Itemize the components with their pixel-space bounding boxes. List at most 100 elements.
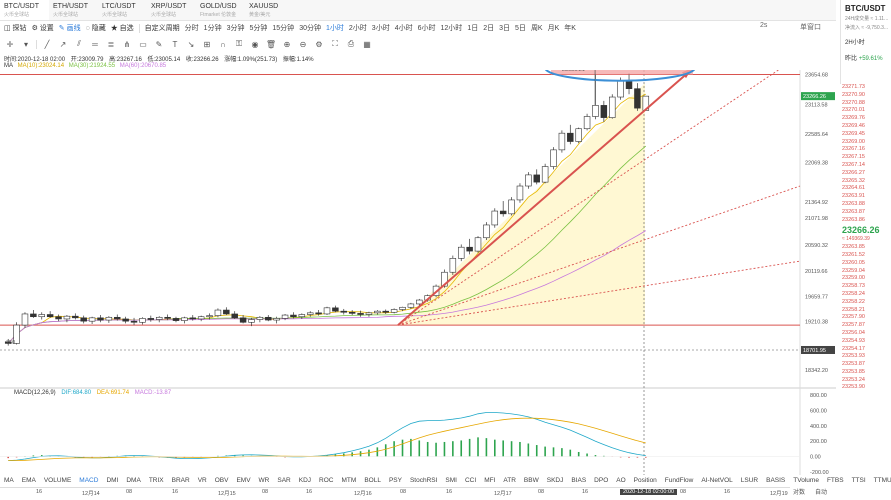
- interval-15分钟[interactable]: 15分钟: [272, 25, 295, 32]
- symbol-tab-gold-usd[interactable]: GOLD/USD Ftmarket 伦敦金: [196, 0, 245, 20]
- interval-周K[interactable]: 周K: [530, 25, 543, 32]
- toolbar-item-2[interactable]: ✎ 画线: [58, 25, 81, 32]
- interval-4小时[interactable]: 4小时: [394, 25, 413, 32]
- indicator-tab-ema[interactable]: EMA: [21, 476, 36, 484]
- interval-5分钟[interactable]: 5分钟: [249, 25, 268, 32]
- fullscreen-icon[interactable]: ⛶: [332, 39, 338, 48]
- interval-3日[interactable]: 3日: [499, 25, 511, 32]
- bid-price[interactable]: 23257.87: [842, 322, 865, 329]
- interval-2日[interactable]: 2日: [483, 25, 495, 32]
- symbol-tab-btc-usdt[interactable]: BTC/USDT 火币全球站: [0, 0, 49, 20]
- ask-price[interactable]: 23263.87: [842, 208, 865, 215]
- bid-price[interactable]: 23258.73: [842, 283, 865, 290]
- indicator-tab-ttsi[interactable]: TTSI: [851, 476, 866, 484]
- indicator-tab-skdj[interactable]: SKDJ: [546, 476, 564, 484]
- rectangle-icon[interactable]: ▭: [139, 39, 147, 49]
- bid-price[interactable]: 23253.24: [842, 376, 865, 383]
- ask-price[interactable]: 23271.73: [842, 84, 865, 90]
- toolbar-item-4[interactable]: ★ 自选: [110, 25, 134, 32]
- ask-price[interactable]: 23267.14: [842, 161, 865, 168]
- indicator-tab-wr[interactable]: WR: [258, 476, 270, 484]
- indicator-tab-stochrsi[interactable]: StochRSI: [409, 476, 438, 484]
- indicator-tab-roc[interactable]: ROC: [319, 476, 334, 484]
- interval-年K[interactable]: 年K: [564, 25, 576, 32]
- indicator-tab-emv[interactable]: EMV: [236, 476, 251, 484]
- indicator-tab-smi[interactable]: SMI: [445, 476, 457, 484]
- screenshot-icon[interactable]: ⎙: [347, 39, 355, 48]
- settings-icon[interactable]: ⚙: [315, 39, 323, 49]
- arrow-icon[interactable]: ↘: [187, 39, 195, 49]
- indicator-tab-volume[interactable]: VOLUME: [43, 476, 72, 484]
- indicator-tab-boll[interactable]: BOLL: [364, 476, 381, 484]
- bid-price[interactable]: 23260.05: [842, 259, 865, 266]
- interval-1分钟[interactable]: 1分钟: [203, 25, 222, 32]
- symbol-tab-ltc-usdt[interactable]: LTC/USDT 火币全球站: [98, 0, 147, 20]
- interval-月K[interactable]: 月K: [547, 25, 560, 32]
- macd-label[interactable]: MACD(12,26,9): [14, 390, 56, 396]
- indicator-tab-position[interactable]: Position: [633, 476, 657, 484]
- ask-price[interactable]: 23267.15: [842, 154, 865, 161]
- parallel-channel-icon[interactable]: ⫽: [77, 39, 81, 48]
- bid-price[interactable]: 23261.52: [842, 251, 865, 258]
- bid-price[interactable]: 23256.04: [842, 329, 865, 336]
- text-icon[interactable]: T: [172, 39, 178, 49]
- bid-price[interactable]: 23258.21: [842, 306, 865, 313]
- interval-30分钟[interactable]: 30分钟: [299, 25, 321, 32]
- ask-price[interactable]: 23270.01: [842, 107, 865, 114]
- ask-price[interactable]: 23263.86: [842, 216, 865, 223]
- indicator-tab-ai-netvol[interactable]: AI-NetVOL: [701, 476, 733, 484]
- bid-price[interactable]: 23259.04: [842, 267, 865, 274]
- indicator-tab-mfi[interactable]: MFI: [484, 476, 496, 484]
- indicator-tab-fundflow[interactable]: FundFlow: [664, 476, 694, 484]
- pitchfork-icon[interactable]: ⋔: [123, 39, 131, 49]
- lock-icon[interactable]: ⚿: [235, 39, 243, 48]
- indicator-tab-vr[interactable]: VR: [197, 476, 207, 484]
- horizontal-line-icon[interactable]: ═: [92, 39, 98, 49]
- indicator-tab-dmi[interactable]: DMI: [106, 476, 119, 484]
- custom-period-button[interactable]: 自定义周期: [144, 25, 180, 32]
- indicator-tab-dma[interactable]: DMA: [126, 476, 141, 484]
- fibonacci-icon[interactable]: ≣: [107, 39, 115, 49]
- indicator-tab-bbw[interactable]: BBW: [523, 476, 539, 484]
- ask-price[interactable]: 23269.45: [842, 130, 865, 137]
- eye-icon[interactable]: ◉: [251, 39, 259, 49]
- bid-price[interactable]: 23253.90: [842, 384, 865, 391]
- auto-scale-toggle[interactable]: 自动: [815, 490, 828, 496]
- candlestick-chart[interactable]: 23950.21 750 23654.68 23266.26 23113.58 22585…: [0, 70, 836, 475]
- interval-12小时[interactable]: 12小时: [440, 25, 463, 32]
- bid-price[interactable]: 23253.85: [842, 368, 865, 375]
- symbol-tab-xauusd[interactable]: XAUUSD 黄金/美元: [245, 0, 294, 20]
- bid-price[interactable]: 23257.90: [842, 314, 865, 321]
- interval-1日[interactable]: 1日: [467, 25, 479, 32]
- bid-price[interactable]: 23253.87: [842, 361, 865, 368]
- indicator-tab-macd[interactable]: MACD: [79, 476, 99, 484]
- bid-price[interactable]: 23254.93: [842, 337, 865, 344]
- symbol-tab-xrp-usdt[interactable]: XRP/USDT 火币全球站: [147, 0, 196, 20]
- indicator-tab-kdj[interactable]: KDJ: [298, 476, 312, 484]
- indicator-tab-atr[interactable]: ATR: [503, 476, 516, 484]
- toolbar-item-0[interactable]: ◫ 探钻: [4, 25, 27, 32]
- zoom-out-icon[interactable]: ⊖: [299, 39, 307, 49]
- last-price-cny[interactable]: ≈ 149369.39: [842, 236, 870, 243]
- indicator-tab-cci[interactable]: CCI: [464, 476, 477, 484]
- indicator-tab-ttmu[interactable]: TTMU: [873, 476, 891, 484]
- pen-icon[interactable]: ✎: [155, 39, 163, 49]
- indicator-tab-bias[interactable]: BIAS: [571, 476, 587, 484]
- indicator-tab-brar[interactable]: BRAR: [171, 476, 190, 484]
- log-scale-toggle[interactable]: 对数: [793, 490, 806, 496]
- ray-icon[interactable]: ↗: [59, 39, 67, 49]
- dropdown-icon[interactable]: ▾: [23, 39, 28, 49]
- ask-price[interactable]: 23269.76: [842, 115, 865, 122]
- ask-price[interactable]: 23263.91: [842, 193, 865, 200]
- right-panel-period[interactable]: 2H小时: [845, 40, 865, 46]
- trash-icon[interactable]: 🗑: [265, 39, 277, 49]
- ask-price[interactable]: 23263.88: [842, 200, 865, 207]
- magnet-icon[interactable]: ∩: [220, 39, 226, 49]
- toolbar-item-3[interactable]: ◌ 隐藏: [85, 25, 106, 32]
- indicator-tab-ftbs[interactable]: FTBS: [826, 476, 844, 484]
- crosshair-icon[interactable]: ✛: [6, 39, 14, 49]
- ask-price[interactable]: 23270.88: [842, 99, 865, 106]
- chart-layout-button[interactable]: 单窗口: [800, 24, 821, 31]
- bid-price[interactable]: 23254.17: [842, 345, 865, 352]
- interval-6小时[interactable]: 6小时: [417, 25, 436, 32]
